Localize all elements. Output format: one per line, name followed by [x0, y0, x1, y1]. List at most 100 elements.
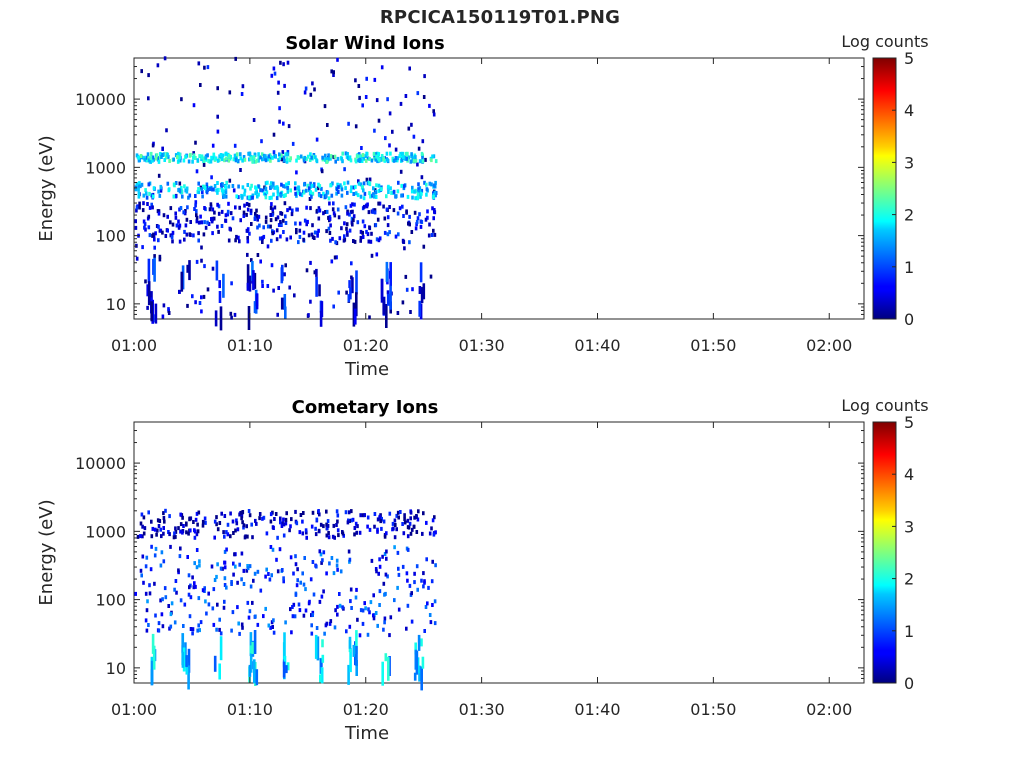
- data-cell: [417, 187, 420, 192]
- data-cell: [208, 207, 212, 212]
- data-cell: [305, 222, 308, 227]
- x-tick-label: 01:50: [690, 336, 736, 355]
- data-cell: [248, 664, 252, 677]
- data-cell: [203, 220, 206, 225]
- data-cell: [195, 213, 198, 218]
- data-cell: [302, 613, 306, 618]
- data-cell: [396, 211, 400, 216]
- data-cell: [380, 516, 383, 521]
- data-cell: [198, 154, 201, 159]
- data-cell: [291, 614, 295, 619]
- data-cell: [375, 569, 378, 574]
- data-cell: [431, 518, 435, 523]
- data-cell: [180, 271, 184, 292]
- data-cell: [415, 515, 418, 519]
- data-cell: [267, 572, 270, 576]
- data-cell: [318, 193, 321, 198]
- data-cell: [327, 196, 331, 201]
- data-cell: [302, 158, 306, 163]
- data-cell: [279, 60, 282, 65]
- data-cell: [197, 238, 200, 243]
- data-cell: [299, 513, 303, 517]
- data-cell: [309, 92, 313, 97]
- data-cell: [396, 311, 400, 315]
- data-cell: [148, 191, 151, 196]
- data-cell: [317, 528, 321, 533]
- data-cell: [259, 588, 263, 593]
- data-cell: [359, 229, 363, 234]
- data-cell: [183, 229, 186, 234]
- data-cell: [135, 208, 138, 213]
- data-cell: [325, 522, 328, 527]
- data-cell: [424, 217, 428, 222]
- colorbar-gradient: [872, 57, 897, 320]
- data-cell: [313, 230, 317, 235]
- data-cell: [429, 274, 433, 279]
- data-cell: [218, 617, 221, 622]
- data-cell: [334, 240, 337, 245]
- data-cell: [269, 155, 273, 160]
- data-cell: [356, 193, 360, 198]
- data-cell: [351, 277, 354, 294]
- data-cell: [374, 157, 378, 162]
- data-cell: [425, 182, 428, 187]
- data-cell: [228, 154, 231, 159]
- data-cell: [215, 515, 218, 520]
- data-cell: [145, 628, 149, 633]
- data-cell: [213, 655, 217, 672]
- data-cell: [386, 215, 390, 220]
- data-cell: [286, 662, 290, 671]
- data-cell: [166, 152, 169, 157]
- data-cell: [423, 74, 426, 79]
- data-cell: [403, 517, 406, 521]
- data-cell: [308, 599, 311, 604]
- data-cell: [194, 156, 197, 160]
- data-cell: [192, 520, 195, 524]
- data-cell: [336, 612, 339, 617]
- data-cell: [297, 240, 300, 245]
- data-cell: [230, 281, 233, 286]
- data-cell: [284, 263, 287, 268]
- data-cell: [282, 184, 285, 189]
- data-cell: [239, 156, 243, 161]
- data-cell: [215, 627, 218, 632]
- data-cell: [414, 642, 417, 655]
- data-cell: [247, 195, 251, 200]
- data-cell: [188, 232, 192, 237]
- data-cell: [333, 154, 337, 159]
- data-cell: [352, 214, 356, 219]
- data-cell: [336, 182, 339, 187]
- data-cell: [328, 561, 331, 566]
- data-cell: [178, 554, 182, 559]
- data-cell: [349, 203, 353, 208]
- data-cell: [206, 187, 209, 192]
- data-cell: [311, 613, 314, 617]
- data-cell: [345, 290, 348, 295]
- data-cell: [265, 567, 268, 572]
- data-cell: [135, 205, 139, 210]
- data-cell: [403, 513, 406, 518]
- data-cell: [322, 191, 325, 196]
- data-cell: [225, 180, 228, 185]
- data-cell: [194, 584, 197, 589]
- data-cell: [204, 155, 207, 160]
- data-cell: [370, 158, 374, 163]
- data-cell: [185, 662, 189, 675]
- data-cell: [383, 552, 387, 556]
- data-cell: [336, 604, 339, 609]
- data-cell: [166, 214, 169, 219]
- data-cell: [178, 181, 182, 186]
- data-cell: [169, 624, 173, 629]
- data-cell: [336, 567, 339, 572]
- data-cell: [143, 222, 147, 227]
- data-cell: [234, 238, 237, 243]
- data-cell: [278, 119, 281, 124]
- data-cell: [225, 585, 228, 590]
- data-cell: [383, 216, 387, 221]
- data-cell: [198, 559, 201, 564]
- data-cell: [311, 510, 315, 515]
- data-cell: [187, 573, 191, 578]
- data-cell: [360, 159, 364, 163]
- data-cell: [249, 584, 253, 589]
- data-cell: [142, 515, 146, 520]
